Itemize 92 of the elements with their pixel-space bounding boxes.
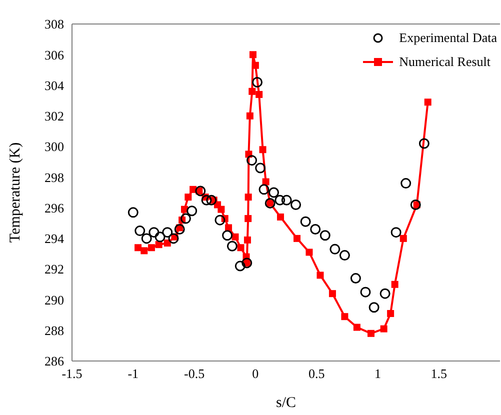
legend-label: Numerical Result: [399, 54, 491, 70]
point: [246, 112, 254, 120]
point: [391, 280, 398, 288]
point: [330, 244, 340, 254]
point: [141, 233, 152, 244]
y-tick-label: 292: [44, 262, 64, 277]
point: [310, 224, 321, 235]
point: [353, 324, 360, 331]
y-tick-label: 302: [44, 108, 64, 124]
point: [140, 247, 148, 254]
point: [244, 194, 252, 201]
point: [128, 207, 138, 218]
y-tick-label: 308: [44, 16, 64, 32]
point: [306, 248, 313, 256]
y-tick-label: 296: [44, 200, 64, 216]
point: [248, 88, 256, 95]
point: [184, 194, 192, 201]
point: [134, 244, 142, 252]
x-tick-label: 0: [252, 366, 259, 382]
point: [339, 250, 350, 261]
point: [234, 260, 246, 272]
y-tick-label: 304: [44, 78, 64, 93]
point: [424, 98, 432, 106]
point: [195, 186, 206, 196]
point: [232, 233, 239, 240]
point: [256, 90, 263, 98]
point: [294, 234, 301, 242]
point: [148, 244, 155, 252]
point: [400, 178, 412, 189]
point: [218, 206, 225, 213]
point: [276, 214, 284, 221]
point: [249, 51, 256, 58]
point: [246, 155, 258, 166]
point: [274, 194, 286, 206]
point: [258, 184, 270, 195]
point: [341, 313, 348, 320]
point: [168, 233, 179, 244]
point: [255, 162, 266, 174]
point: [418, 138, 430, 149]
point: [244, 215, 252, 222]
point: [155, 241, 162, 248]
x-axis-title: s/C: [276, 395, 296, 411]
point: [410, 200, 421, 210]
point: [320, 230, 330, 241]
x-tick-label: 1.5: [430, 366, 447, 382]
point: [367, 330, 374, 337]
x-tick-label: 1: [374, 366, 381, 382]
y-tick-label: 288: [44, 322, 64, 338]
point: [281, 194, 292, 206]
point: [368, 302, 380, 313]
point: [154, 232, 166, 242]
x-tick-label: -1: [128, 366, 139, 382]
x-tick-label: -0.5: [184, 366, 205, 382]
y-tick-label: 298: [44, 170, 64, 185]
point: [237, 244, 244, 252]
x-tick-label: 0.5: [308, 366, 325, 382]
point: [174, 224, 185, 235]
point: [390, 227, 402, 238]
point: [252, 62, 259, 69]
point: [259, 146, 266, 154]
y-tick-label: 306: [44, 47, 64, 62]
point: [328, 290, 336, 298]
point: [134, 226, 146, 236]
point: [360, 286, 371, 298]
point: [214, 214, 226, 226]
y-tick-label: 290: [44, 292, 64, 308]
x-tick-label: -1.5: [62, 366, 82, 382]
point: [290, 200, 302, 210]
point: [148, 227, 160, 238]
point: [244, 236, 251, 244]
point: [186, 206, 198, 216]
point: [252, 76, 263, 88]
point: [380, 325, 388, 332]
point: [180, 213, 191, 224]
point: [316, 272, 324, 279]
y-axis-title: Temperature (K): [7, 142, 24, 243]
point: [268, 187, 280, 198]
legend-label: Experimental Data: [399, 30, 497, 46]
point: [201, 194, 212, 206]
point: [226, 240, 238, 252]
y-tick-label: 294: [44, 231, 64, 246]
y-tick-label: 300: [44, 139, 64, 154]
point: [225, 224, 232, 232]
point: [380, 288, 390, 299]
point: [300, 216, 311, 227]
point: [222, 230, 233, 241]
y-tick-label: 286: [44, 354, 64, 369]
point: [162, 227, 173, 238]
point: [206, 194, 217, 206]
point: [400, 234, 407, 242]
point: [350, 273, 361, 284]
point: [387, 310, 394, 318]
